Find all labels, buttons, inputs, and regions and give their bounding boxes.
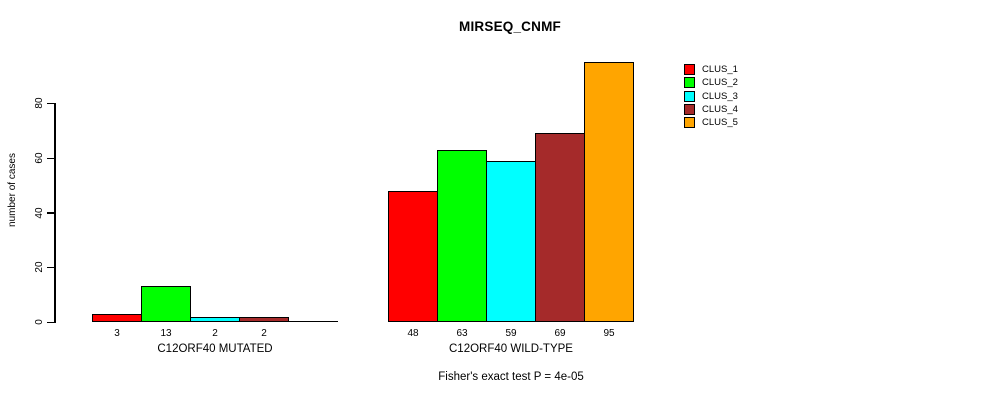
bar-clus_3-group1: [190, 317, 240, 322]
legend-swatch-clus_4: [684, 103, 695, 115]
x-axis-group-label: C12ORF40 MUTATED: [157, 343, 273, 355]
y-tick-mark: [47, 102, 54, 105]
bar-value-label: 48: [407, 328, 419, 339]
bar-clus_5-group2: [584, 62, 634, 322]
legend-item-clus_5: CLUS_5: [684, 117, 738, 129]
bar-value-label: 3: [114, 328, 120, 339]
legend-label: CLUS_1: [702, 64, 738, 75]
y-tick-label: 20: [34, 261, 45, 273]
bar-clus_1-group2: [388, 191, 438, 322]
legend-label: CLUS_5: [702, 117, 738, 129]
legend-item-clus_3: CLUS_3: [684, 90, 738, 102]
y-axis-label: number of cases: [7, 153, 18, 227]
bar-clus_4-group1: [239, 317, 289, 322]
legend-label: CLUS_4: [702, 103, 738, 115]
bar-clus_2-group1: [141, 286, 191, 322]
bar-value-label: 63: [456, 328, 468, 339]
legend-swatch-clus_1: [684, 64, 695, 75]
bar-clus_3-group2: [486, 161, 536, 322]
bar-clus_4-group2: [535, 133, 585, 322]
bar-value-label: 95: [603, 328, 615, 339]
bar-value-label: 2: [212, 328, 218, 339]
legend: CLUS_1 CLUS_2 CLUS_3 CLUS_4 CLUS_5: [684, 64, 738, 129]
chart-title: MIRSEQ_CNMF: [459, 19, 561, 34]
bar-clus_1-group1: [92, 314, 142, 322]
legend-swatch-clus_5: [684, 117, 695, 129]
legend-item-clus_4: CLUS_4: [684, 103, 738, 115]
bar-value-label: 13: [160, 328, 172, 339]
y-tick-mark: [47, 212, 54, 214]
legend-item-clus_2: CLUS_2: [684, 77, 738, 89]
legend-item-clus_1: CLUS_1: [684, 64, 738, 75]
y-tick-label: 80: [34, 97, 45, 109]
y-tick-label: 60: [34, 152, 45, 164]
bar-clus_2-group2: [437, 150, 487, 322]
bar-value-label: 69: [554, 328, 566, 339]
legend-label: CLUS_3: [702, 90, 738, 102]
y-tick-label: 0: [34, 319, 45, 325]
y-tick-mark: [47, 321, 54, 323]
y-axis-line: [54, 103, 56, 323]
x-axis-group-label: C12ORF40 WILD-TYPE: [449, 343, 573, 355]
y-tick-mark: [47, 157, 54, 160]
bar-value-label: 59: [505, 328, 517, 339]
y-tick-mark: [47, 266, 54, 269]
y-tick-label: 40: [34, 207, 45, 219]
legend-swatch-clus_3: [684, 90, 695, 102]
legend-label: CLUS_2: [702, 77, 738, 89]
bar-value-label: 2: [261, 328, 267, 339]
legend-swatch-clus_2: [684, 77, 695, 89]
fisher-test-note: Fisher's exact test P = 4e-05: [438, 371, 584, 383]
